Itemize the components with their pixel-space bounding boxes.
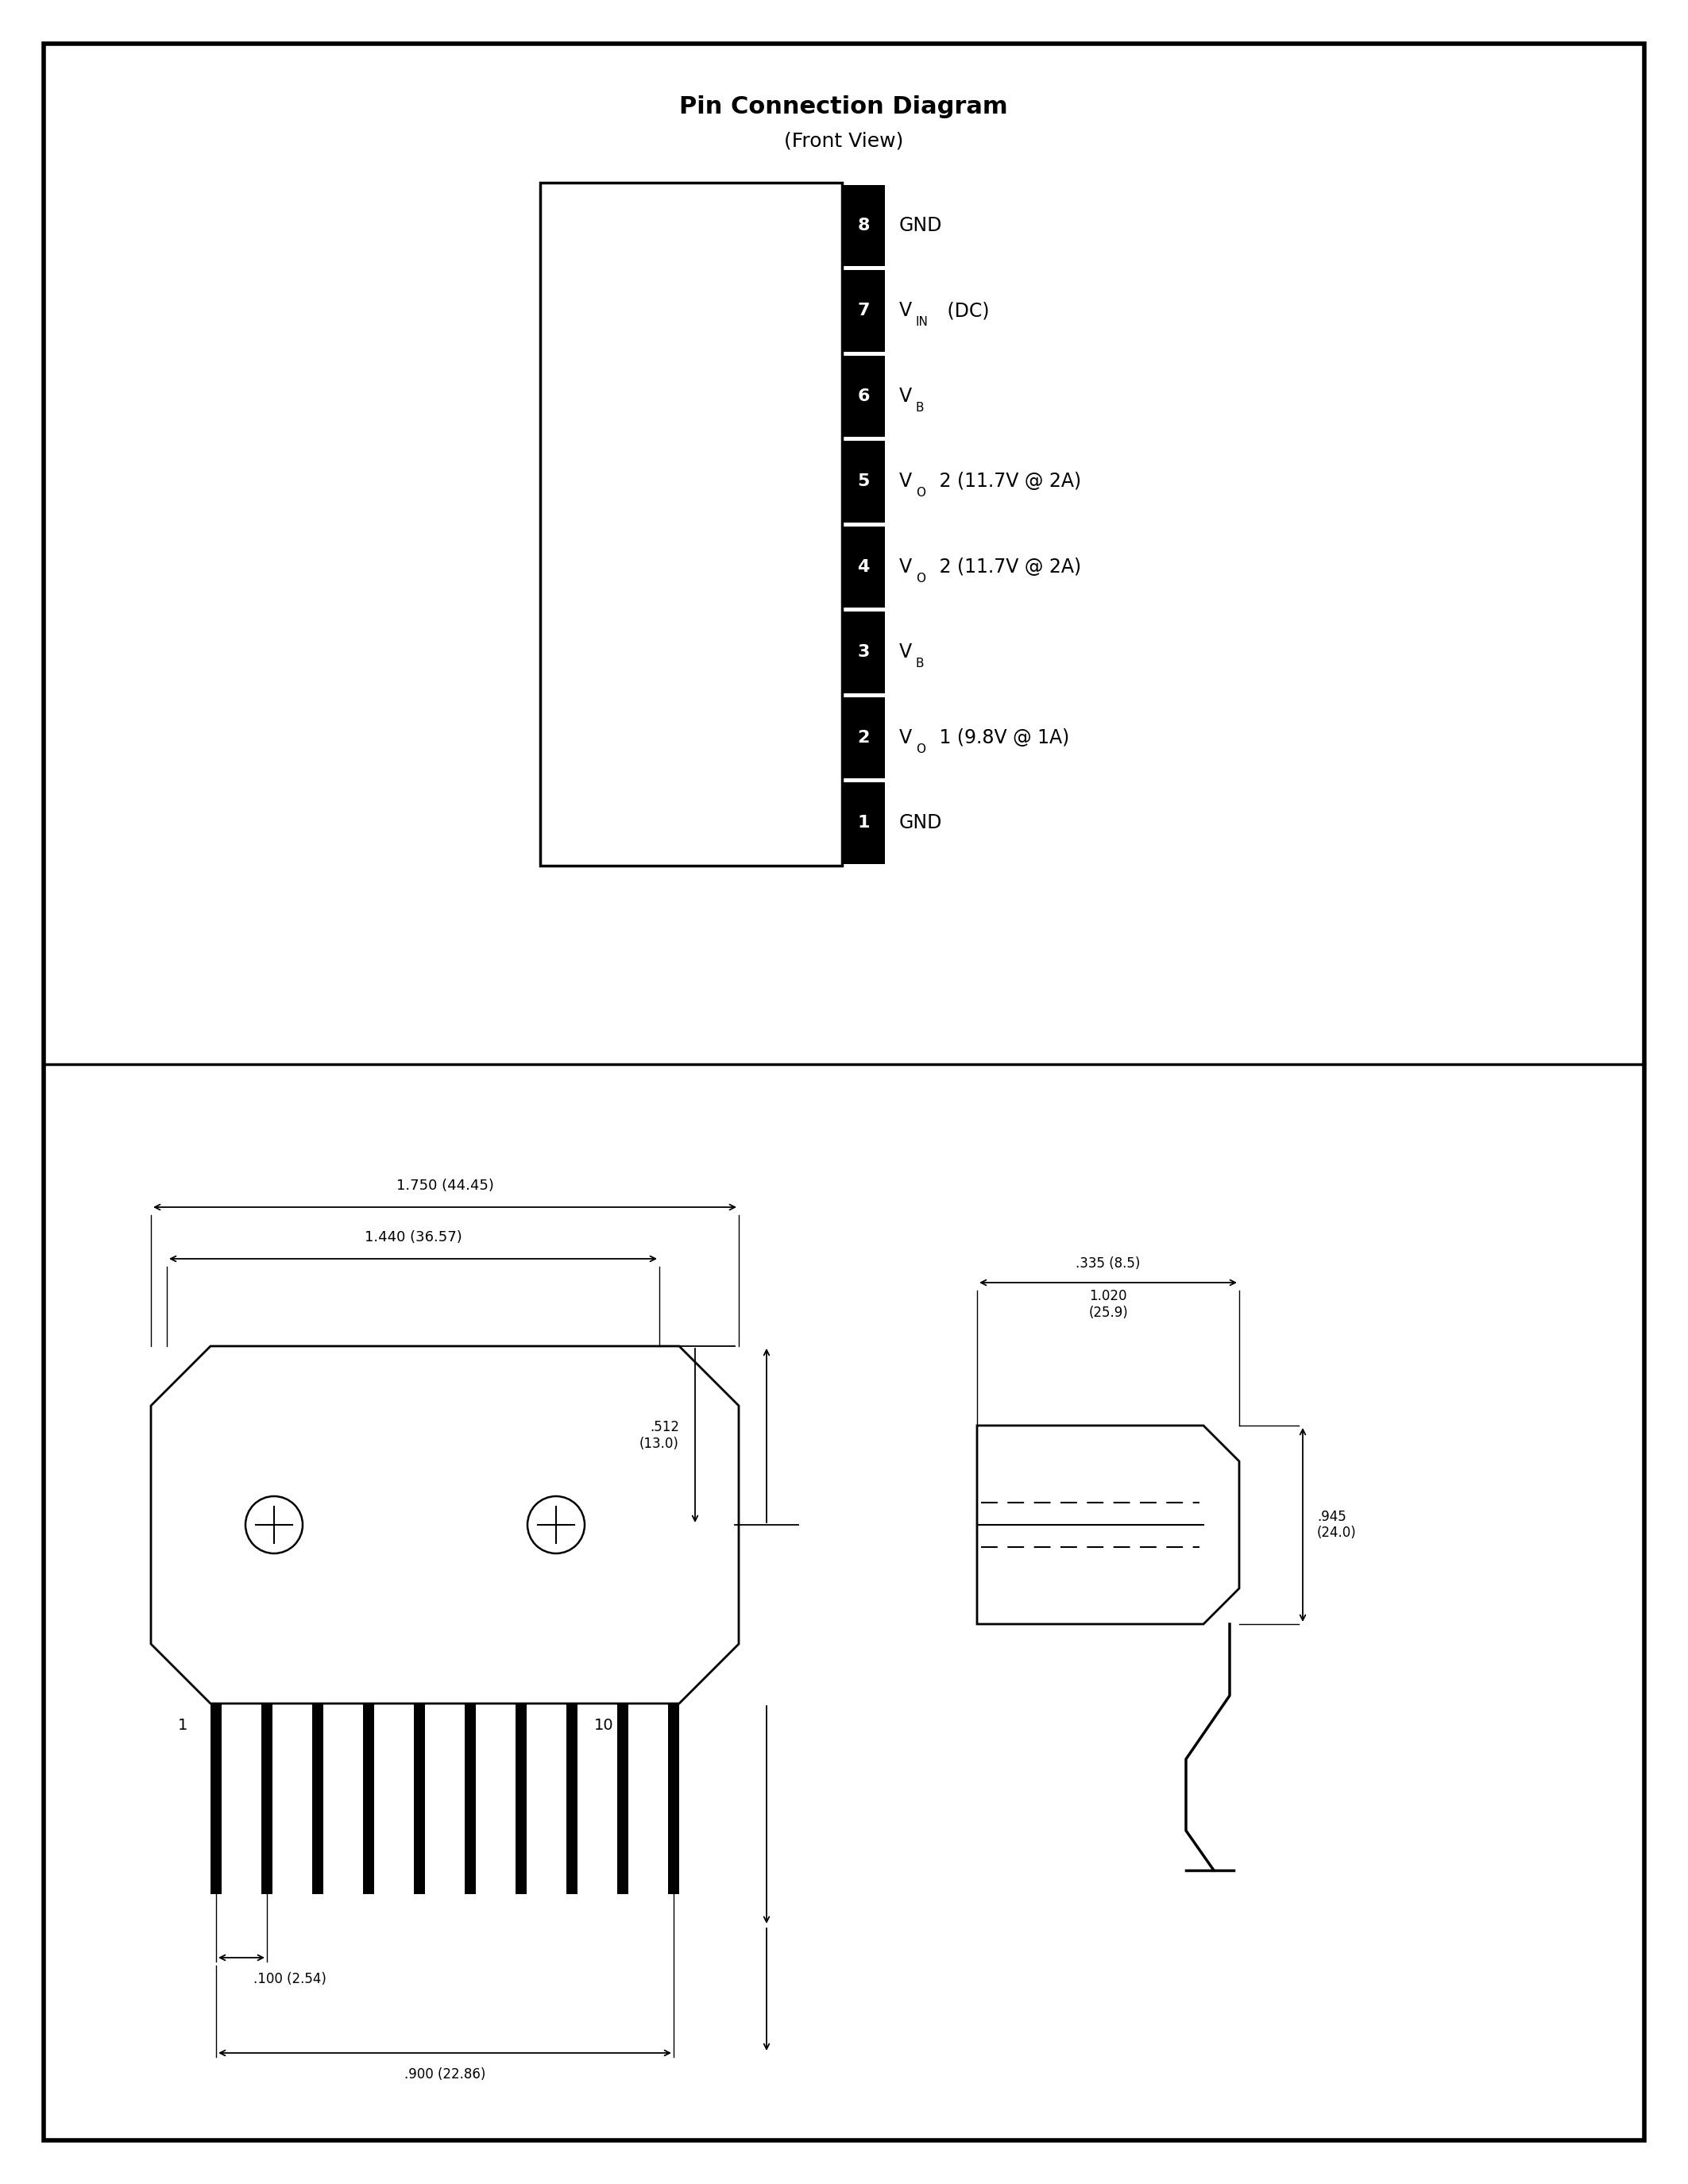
Circle shape [245, 1496, 302, 1553]
Text: 2: 2 [858, 729, 869, 745]
Text: 2 (11.7V @ 2A): 2 (11.7V @ 2A) [933, 557, 1082, 577]
Text: 1: 1 [177, 1719, 187, 1732]
Text: V: V [900, 301, 912, 321]
Bar [262, 1704, 272, 1894]
Text: 1.020
(25.9): 1.020 (25.9) [1089, 1289, 1128, 1319]
Text: V: V [900, 727, 912, 747]
Bar [464, 1704, 476, 1894]
Bar [842, 186, 885, 266]
Bar [540, 183, 842, 865]
Text: 7: 7 [858, 304, 869, 319]
Text: GND: GND [900, 216, 942, 236]
Text: .512
(13.0): .512 (13.0) [640, 1420, 679, 1450]
Text: 5: 5 [858, 474, 869, 489]
Bar [515, 1704, 527, 1894]
Bar [618, 1704, 628, 1894]
Text: 8: 8 [858, 218, 869, 234]
Text: V: V [900, 642, 912, 662]
Bar [842, 612, 885, 692]
Bar [414, 1704, 425, 1894]
Circle shape [527, 1496, 584, 1553]
Text: .900 (22.86): .900 (22.86) [403, 2068, 486, 2081]
Text: V: V [900, 387, 912, 406]
Text: .945
(24.0): .945 (24.0) [1317, 1509, 1357, 1540]
Text: B: B [917, 402, 925, 413]
Bar [211, 1704, 221, 1894]
Text: O: O [917, 572, 925, 585]
Polygon shape [977, 1426, 1239, 1625]
Text: GND: GND [900, 812, 942, 832]
Bar [842, 697, 885, 778]
Text: O: O [917, 487, 925, 498]
Text: B: B [917, 657, 925, 670]
Bar [842, 356, 885, 437]
Bar [668, 1704, 679, 1894]
Text: 1.750 (44.45): 1.750 (44.45) [397, 1179, 493, 1192]
Text: .335 (8.5): .335 (8.5) [1075, 1256, 1141, 1271]
Bar [312, 1704, 324, 1894]
Text: 6: 6 [858, 389, 869, 404]
Text: 3: 3 [858, 644, 869, 660]
Text: 1 (9.8V @ 1A): 1 (9.8V @ 1A) [933, 727, 1070, 747]
Text: V: V [900, 472, 912, 491]
Text: IN: IN [917, 317, 928, 328]
Text: (Front View): (Front View) [783, 131, 903, 151]
Text: 1: 1 [858, 815, 869, 830]
Bar [842, 526, 885, 607]
Polygon shape [150, 1345, 739, 1704]
Text: 10: 10 [594, 1719, 613, 1732]
Text: O: O [917, 743, 925, 756]
Text: 1.440 (36.57): 1.440 (36.57) [365, 1230, 463, 1245]
Text: 2 (11.7V @ 2A): 2 (11.7V @ 2A) [933, 472, 1082, 491]
Bar [842, 271, 885, 352]
Text: .100 (2.54): .100 (2.54) [253, 1972, 326, 1985]
Text: (DC): (DC) [942, 301, 989, 321]
Bar [567, 1704, 577, 1894]
Bar [363, 1704, 375, 1894]
Bar [842, 782, 885, 863]
Text: V: V [900, 557, 912, 577]
Text: 4: 4 [858, 559, 869, 574]
Text: Pin Connection Diagram: Pin Connection Diagram [679, 96, 1008, 118]
Bar [842, 441, 885, 522]
